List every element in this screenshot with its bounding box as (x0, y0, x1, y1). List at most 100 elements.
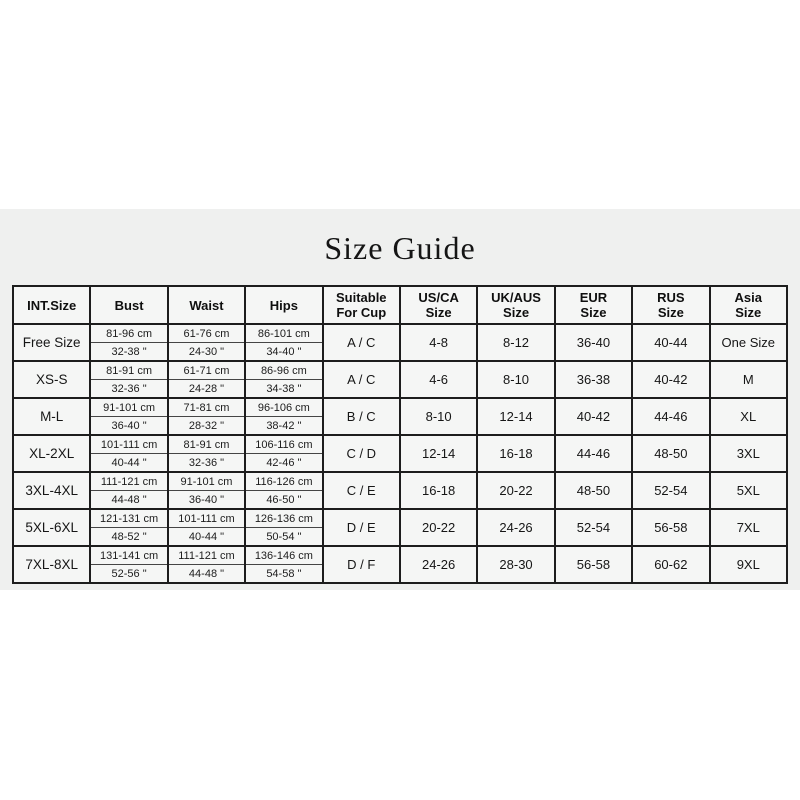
cell-hips-in: 46-50 " (244, 490, 324, 510)
cell-bust-cm: 81-91 cm (89, 360, 169, 380)
size-row: M-L 91-101 cm 71-81 cm 96-106 cm B / C 8… (11, 397, 789, 436)
cell-int-size: Free Size (11, 323, 92, 362)
cell-hips-in: 34-38 " (244, 379, 324, 399)
cell-cup: A / C (321, 323, 401, 362)
cell-bust-cm: 101-111 cm (89, 434, 169, 454)
cell-eur: 48-50 (553, 471, 634, 510)
cell-rus: 56-58 (631, 508, 711, 547)
header-ukaus: UK/AUS Size (476, 285, 556, 325)
cell-cup: A / C (321, 360, 401, 399)
header-row: INT.Size Bust Waist Hips Suitable For Cu… (11, 285, 789, 325)
cell-waist-in: 28-32 " (166, 416, 247, 436)
cell-rus: 40-42 (631, 360, 711, 399)
header-eur: EUR Size (553, 285, 634, 325)
size-row: XS-S 81-91 cm 61-71 cm 86-96 cm A / C 4-… (11, 360, 789, 399)
cell-hips-in: 50-54 " (244, 527, 324, 547)
cell-ukaus: 16-18 (476, 434, 556, 473)
cell-eur: 36-40 (553, 323, 634, 362)
cell-bust-in: 32-36 " (89, 379, 169, 399)
cell-bust-cm: 111-121 cm (89, 471, 169, 491)
cell-rus: 60-62 (631, 545, 711, 584)
cell-rus: 40-44 (631, 323, 711, 362)
cell-usca: 24-26 (398, 545, 479, 584)
cell-waist-cm: 71-81 cm (166, 397, 247, 417)
cell-ukaus: 20-22 (476, 471, 556, 510)
cell-int-size: 3XL-4XL (11, 471, 92, 510)
cell-waist-cm: 61-76 cm (166, 323, 247, 343)
cell-bust-in: 36-40 " (89, 416, 169, 436)
header-waist: Waist (166, 285, 247, 325)
cell-int-size: 5XL-6XL (11, 508, 92, 547)
cell-hips-in: 38-42 " (244, 416, 324, 436)
header-int-size: INT.Size (11, 285, 92, 325)
size-row-inches: 44-48 " 36-40 " 46-50 " (13, 490, 787, 510)
cell-bust-in: 48-52 " (89, 527, 169, 547)
cell-int-size: XS-S (11, 360, 92, 399)
cell-eur: 36-38 (553, 360, 634, 399)
cell-cup: B / C (321, 397, 401, 436)
cell-cup: D / E (321, 508, 401, 547)
cell-waist-in: 32-36 " (166, 453, 247, 473)
size-guide-panel: Size Guide INT.Size Bust Waist Hips Suit… (0, 209, 800, 590)
cell-waist-cm: 81-91 cm (166, 434, 247, 454)
cell-usca: 16-18 (398, 471, 479, 510)
cell-ukaus: 8-12 (476, 323, 556, 362)
header-cup: Suitable For Cup (321, 285, 401, 325)
page-title: Size Guide (324, 230, 476, 266)
cell-waist-cm: 91-101 cm (166, 471, 247, 491)
header-usca: US/CA Size (398, 285, 479, 325)
cell-int-size: XL-2XL (11, 434, 92, 473)
header-asia: Asia Size (708, 285, 789, 325)
header-bust: Bust (89, 285, 169, 325)
cell-waist-in: 40-44 " (166, 527, 247, 547)
cell-hips-in: 54-58 " (244, 564, 324, 584)
cell-hips-cm: 116-126 cm (244, 471, 324, 491)
cell-bust-cm: 121-131 cm (89, 508, 169, 528)
cell-int-size: M-L (11, 397, 92, 436)
size-row: Free Size 81-96 cm 61-76 cm 86-101 cm A … (11, 323, 789, 362)
cell-cup: C / D (321, 434, 401, 473)
cell-waist-in: 36-40 " (166, 490, 247, 510)
cell-rus: 48-50 (631, 434, 711, 473)
cell-rus: 44-46 (631, 397, 711, 436)
cell-ukaus: 12-14 (476, 397, 556, 436)
size-row: 7XL-8XL 131-141 cm 111-121 cm 136-146 cm… (11, 545, 789, 584)
cell-asia: 9XL (708, 545, 789, 584)
cell-hips-cm: 126-136 cm (244, 508, 324, 528)
cell-int-size: 7XL-8XL (11, 545, 92, 584)
cell-cup: D / F (321, 545, 401, 584)
cell-bust-in: 32-38 " (89, 342, 169, 362)
cell-usca: 20-22 (398, 508, 479, 547)
cell-eur: 56-58 (553, 545, 634, 584)
cell-bust-cm: 81-96 cm (89, 323, 169, 343)
cell-bust-in: 40-44 " (89, 453, 169, 473)
cell-bust-in: 52-56 " (89, 564, 169, 584)
cell-hips-cm: 96-106 cm (244, 397, 324, 417)
header-rus: RUS Size (631, 285, 711, 325)
cell-bust-cm: 131-141 cm (89, 545, 169, 565)
cell-ukaus: 8-10 (476, 360, 556, 399)
cell-waist-cm: 61-71 cm (166, 360, 247, 380)
cell-usca: 4-8 (398, 323, 479, 362)
cell-waist-in: 44-48 " (166, 564, 247, 584)
cell-bust-cm: 91-101 cm (89, 397, 169, 417)
cell-asia: XL (708, 397, 789, 436)
size-row: XL-2XL 101-111 cm 81-91 cm 106-116 cm C … (11, 434, 789, 473)
size-row-inches: 52-56 " 44-48 " 54-58 " (13, 564, 787, 584)
cell-ukaus: 24-26 (476, 508, 556, 547)
cell-rus: 52-54 (631, 471, 711, 510)
cell-waist-cm: 111-121 cm (166, 545, 247, 565)
cell-bust-in: 44-48 " (89, 490, 169, 510)
cell-hips-cm: 136-146 cm (244, 545, 324, 565)
cell-hips-in: 42-46 " (244, 453, 324, 473)
size-row-inches: 40-44 " 32-36 " 42-46 " (13, 453, 787, 473)
cell-waist-in: 24-28 " (166, 379, 247, 399)
size-row-inches: 32-38 " 24-30 " 34-40 " (13, 342, 787, 362)
cell-ukaus: 28-30 (476, 545, 556, 584)
cell-asia: One Size (708, 323, 789, 362)
header-hips: Hips (244, 285, 324, 325)
size-guide-table: INT.Size Bust Waist Hips Suitable For Cu… (11, 285, 789, 584)
cell-hips-in: 34-40 " (244, 342, 324, 362)
cell-usca: 8-10 (398, 397, 479, 436)
cell-waist-cm: 101-111 cm (166, 508, 247, 528)
